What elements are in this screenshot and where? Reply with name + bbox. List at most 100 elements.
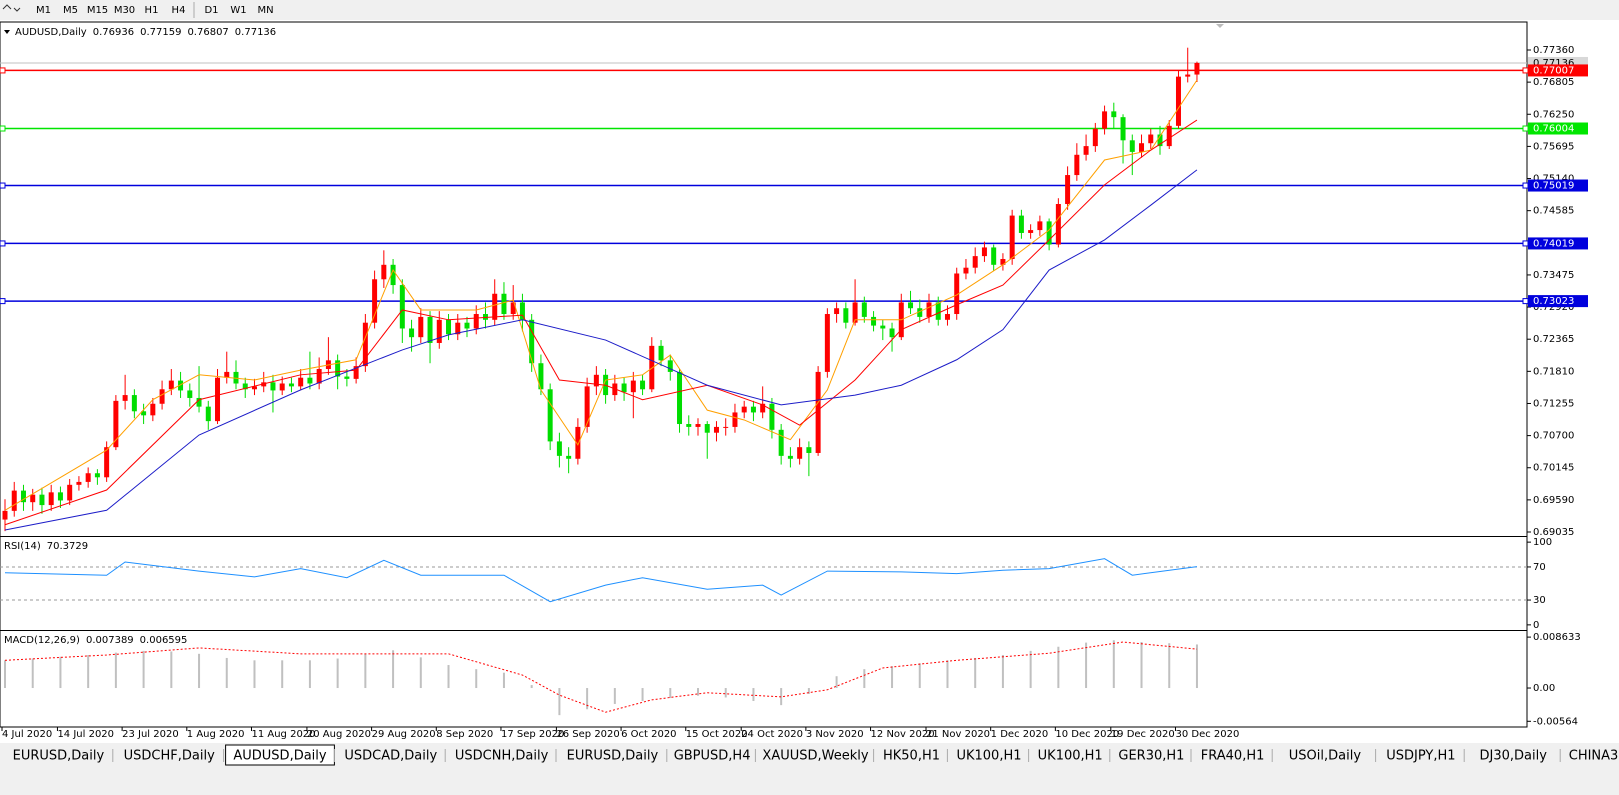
timeframe-button[interactable]: H4 xyxy=(172,5,186,16)
tab[interactable]: CHINA300,H1 xyxy=(1569,749,1619,764)
macd-bar xyxy=(419,657,422,689)
y-tick-label: 30 xyxy=(1533,595,1546,606)
line-anchor[interactable] xyxy=(1522,125,1529,132)
tab-bg xyxy=(447,747,556,764)
tab-bg xyxy=(114,747,224,764)
tab[interactable]: FRA40,H1 xyxy=(1201,749,1265,764)
macd-bar xyxy=(918,663,921,689)
x-tick-label: 19 Dec 2020 xyxy=(1111,729,1175,740)
tab-bg xyxy=(757,747,874,764)
macd-bar xyxy=(1085,642,1088,689)
tab[interactable]: DJ30,Daily xyxy=(1479,749,1547,764)
timeframe-button[interactable]: M15 xyxy=(87,5,108,16)
y-tick-label: 0.71810 xyxy=(1533,366,1574,377)
macd-bar xyxy=(891,666,894,689)
tab[interactable]: XAUUSD,Weekly xyxy=(762,749,868,764)
candle-body xyxy=(750,406,756,413)
candle-body xyxy=(1092,128,1098,147)
tab[interactable]: GBPUSD,H4 xyxy=(674,749,751,764)
candle-body xyxy=(926,302,932,317)
candle-body xyxy=(288,383,294,387)
candle-body xyxy=(48,492,54,506)
tab[interactable]: USOil,Daily xyxy=(1289,749,1362,764)
toolbar-icon[interactable] xyxy=(2,4,21,12)
header-value: 0.77136 xyxy=(235,27,276,38)
tab[interactable]: EURUSD,Daily xyxy=(13,749,105,764)
y-tick-label: 0.008633 xyxy=(1533,632,1581,643)
candle-body xyxy=(418,316,424,338)
x-tick-label: 12 Nov 2020 xyxy=(871,729,935,740)
tab[interactable]: UK100,H1 xyxy=(1038,749,1103,764)
y-tick-label: 0.72920 xyxy=(1533,302,1574,313)
line-anchor[interactable] xyxy=(0,182,6,189)
candle-body xyxy=(1185,74,1191,77)
macd-bar xyxy=(225,657,228,689)
y-tick-label: 0.74585 xyxy=(1533,206,1574,217)
candle-body xyxy=(1000,259,1006,265)
tab[interactable]: AUDUSD,Daily xyxy=(233,749,327,764)
tab[interactable]: USDCAD,Daily xyxy=(344,749,437,764)
candle-body xyxy=(1037,221,1043,231)
indicator-header: RSI(14) 70.3729 xyxy=(4,541,88,552)
tab-bg xyxy=(668,747,756,764)
line-anchor[interactable] xyxy=(0,298,6,305)
header-value: 0.77159 xyxy=(140,27,181,38)
candle-body xyxy=(713,426,719,433)
line-price-label: 0.77007 xyxy=(1533,65,1574,76)
line-anchor[interactable] xyxy=(0,125,6,132)
macd-bar xyxy=(724,688,727,698)
y-tick-label: 0.77360 xyxy=(1533,45,1574,56)
tab[interactable]: USDCHF,Daily xyxy=(124,749,215,764)
tab[interactable]: USDJPY,H1 xyxy=(1386,749,1455,764)
candle-body xyxy=(843,308,849,323)
candle-body xyxy=(113,400,119,448)
y-tick-label: 0.69590 xyxy=(1533,495,1574,506)
line-anchor[interactable] xyxy=(0,240,6,247)
line-anchor[interactable] xyxy=(1522,240,1529,247)
macd-bar xyxy=(669,688,672,699)
menu-arrow[interactable] xyxy=(4,30,10,34)
line-anchor[interactable] xyxy=(0,67,6,74)
macd-bar xyxy=(780,688,783,706)
timeframe-button[interactable]: MN xyxy=(257,5,273,16)
macd-bar xyxy=(364,653,367,689)
timeframe-button[interactable]: M1 xyxy=(36,5,51,16)
candle-body xyxy=(760,403,766,413)
timeframe-button[interactable]: M5 xyxy=(63,5,78,16)
timeframe-button[interactable]: D1 xyxy=(204,5,218,16)
candle-body xyxy=(861,302,867,317)
candle-body xyxy=(1157,134,1163,147)
tab[interactable]: UK100,H1 xyxy=(956,749,1021,764)
timeframe-button[interactable]: W1 xyxy=(230,5,246,16)
macd-bar xyxy=(586,688,589,710)
y-tick-label: 0.76250 xyxy=(1533,109,1574,120)
tab[interactable]: USDCNH,Daily xyxy=(455,749,549,764)
timeframe-button[interactable]: H1 xyxy=(145,5,159,16)
candle-body xyxy=(510,302,516,315)
candle-body xyxy=(871,316,877,326)
macd-bar xyxy=(946,660,949,689)
candle-body xyxy=(455,322,461,335)
tab[interactable]: GER30,H1 xyxy=(1118,749,1184,764)
tab[interactable]: EURUSD,Daily xyxy=(567,749,659,764)
indicator-title: AUDUSD,Daily xyxy=(15,27,87,38)
candle-body xyxy=(131,395,137,412)
x-tick-label: 23 Jul 2020 xyxy=(122,729,179,740)
candle-body xyxy=(270,382,276,391)
tab-bg xyxy=(4,747,113,764)
line-price-bg xyxy=(1528,122,1588,135)
candle-body xyxy=(482,314,488,320)
candle-body xyxy=(908,302,914,309)
macd-bar xyxy=(447,665,450,689)
tab[interactable]: HK50,H1 xyxy=(883,749,940,764)
candle-body xyxy=(30,494,36,503)
macd-bar xyxy=(142,650,145,689)
macd-bar xyxy=(752,688,755,701)
candle-body xyxy=(556,441,562,456)
macd-bar xyxy=(1168,643,1171,689)
candle-body xyxy=(1166,125,1172,147)
line-anchor[interactable] xyxy=(1522,67,1529,74)
line-anchor[interactable] xyxy=(1522,298,1529,305)
line-anchor[interactable] xyxy=(1522,182,1529,189)
timeframe-button[interactable]: M30 xyxy=(114,5,135,16)
